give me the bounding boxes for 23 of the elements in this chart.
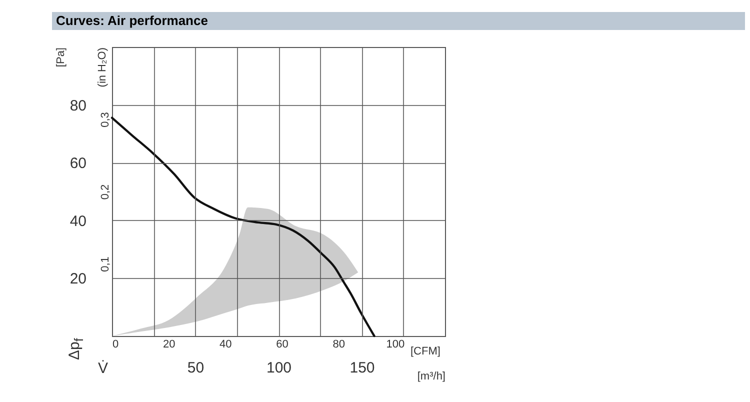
y-axis-title: [Pa] (54, 48, 67, 68)
y2-tick-label: 0,3 (100, 112, 112, 128)
y2-tick-label: 0,1 (100, 256, 112, 272)
x-axis-title: [CFM] (410, 346, 440, 358)
y2-axis-title: (in H₂O) (96, 48, 108, 88)
x-tick-label: 40 (220, 338, 232, 350)
y-tick-label: 80 (70, 97, 86, 114)
x2-tick-label: 50 (187, 360, 204, 376)
y-tick-label: 20 (70, 270, 86, 288)
line-series (110, 116, 376, 338)
x-tick-label: 0 (112, 338, 119, 350)
chart-title: Curves: Air performance (52, 12, 745, 30)
x2-tick-label: 150 (350, 360, 375, 376)
x2-tick-label: 100 (266, 360, 292, 376)
y-tick-label: 40 (70, 212, 86, 230)
y-tick-label: 60 (70, 155, 86, 172)
x-tick-label: 60 (276, 338, 288, 350)
x-tick-label: 100 (386, 338, 405, 350)
x-tick-label: 20 (162, 338, 176, 350)
text: V̇ (98, 360, 108, 377)
x2-axis-title: [m³/h] (417, 370, 446, 382)
y2-tick-label: 0,2 (100, 184, 112, 200)
x-tick-label: 80 (332, 338, 345, 350)
